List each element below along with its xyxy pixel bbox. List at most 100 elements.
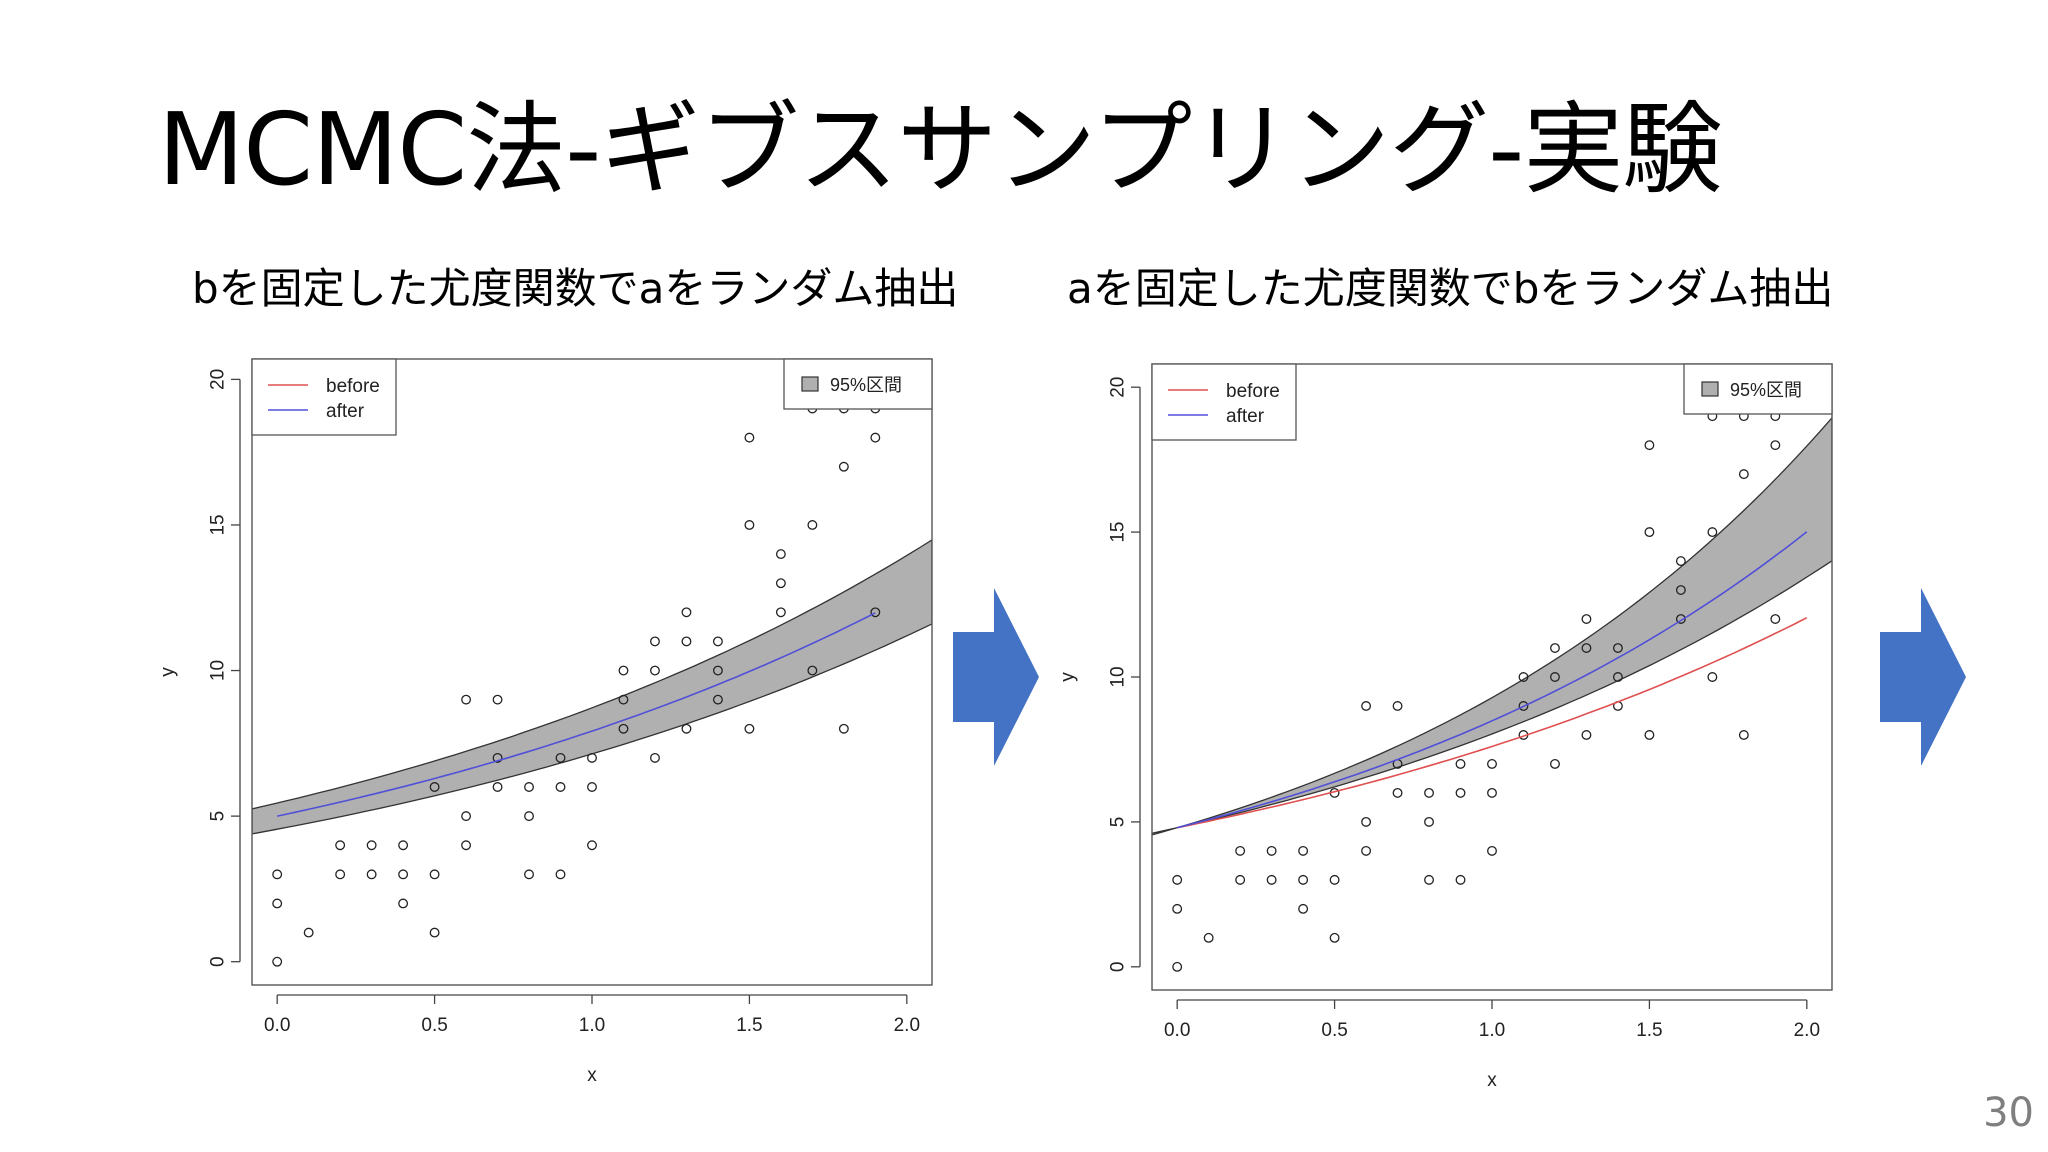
data-point	[1266, 845, 1277, 856]
data-point	[429, 927, 440, 938]
caption-right: aを固定した尤度関数でbをランダム抽出	[1067, 264, 1834, 313]
data-point	[587, 782, 597, 792]
data-point	[366, 840, 377, 851]
x-tick-label: 1.5	[1636, 1020, 1662, 1041]
data-point	[1581, 614, 1592, 624]
data-point	[1392, 787, 1403, 798]
data-point	[1550, 643, 1560, 653]
page-number: 30	[1983, 1090, 2034, 1136]
data-point	[1675, 585, 1686, 596]
data-point	[1266, 874, 1277, 885]
x-axis-label: x	[1487, 1070, 1497, 1091]
data-point	[681, 607, 692, 618]
data-point	[1172, 874, 1183, 885]
data-point	[1487, 787, 1497, 798]
data-point	[524, 811, 534, 822]
plot-area	[1152, 411, 1832, 972]
y-tick-label: 20	[1108, 377, 1129, 398]
data-point	[1235, 874, 1246, 885]
data-point	[712, 694, 723, 705]
y-tick-label: 20	[208, 369, 229, 390]
data-point	[335, 869, 346, 880]
plot-frame	[251, 358, 933, 986]
right-plot: 0.0 0.5 1.0 1.5 2.0 x 0 5 10 15 20 y before after 95%区…	[1058, 363, 1833, 1091]
data-point	[1487, 845, 1497, 856]
data-point	[1675, 614, 1686, 624]
data-point	[1329, 874, 1340, 885]
data-point	[1487, 758, 1497, 769]
curve-after	[1177, 531, 1808, 829]
data-point	[272, 898, 283, 909]
data-point	[650, 665, 660, 676]
data-point	[1361, 701, 1372, 711]
data-point	[681, 636, 692, 647]
data-point	[650, 636, 660, 647]
data-point	[524, 869, 534, 880]
data-point	[1644, 730, 1655, 740]
y-tick-label: 0	[1108, 962, 1129, 973]
data-point	[870, 607, 881, 618]
data-point	[398, 898, 409, 909]
y-tick-label: 5	[208, 811, 229, 822]
data-point	[1770, 614, 1781, 624]
legend-label: before	[1226, 381, 1280, 402]
data-point	[1518, 672, 1529, 682]
data-point	[712, 665, 723, 676]
left-plot: 0.0 0.5 1.0 1.5 2.0 x 0 5 10 15 20 y before after 95%区…	[158, 358, 933, 1086]
band-legend-label: 95%区間	[830, 375, 902, 395]
data-point	[1392, 701, 1403, 711]
data-point	[1707, 672, 1718, 682]
data-point	[1644, 527, 1655, 538]
data-point	[618, 694, 629, 705]
data-point	[555, 869, 566, 880]
y-tick-label: 10	[208, 660, 229, 681]
data-point	[775, 578, 786, 589]
y-tick-label: 15	[208, 514, 229, 535]
data-point	[1675, 556, 1686, 567]
data-point	[461, 811, 472, 822]
data-point	[429, 782, 440, 792]
data-point	[1518, 701, 1529, 711]
data-point	[1644, 440, 1655, 451]
data-point	[366, 869, 377, 880]
data-point	[587, 840, 597, 851]
band-legend: 95%区間	[1683, 363, 1833, 415]
data-point	[1581, 643, 1592, 653]
data-point	[838, 461, 849, 472]
legend: before after	[251, 358, 397, 436]
confidence-band	[1152, 416, 1832, 836]
data-point	[1298, 903, 1309, 914]
data-point	[1738, 469, 1749, 480]
data-point	[618, 665, 629, 676]
x-tick-label: 0.0	[1164, 1020, 1190, 1041]
data-point	[555, 752, 566, 763]
data-point	[838, 723, 849, 734]
band-legend-swatch	[1701, 381, 1719, 397]
x-axis-label: x	[587, 1065, 597, 1086]
legend-label: before	[326, 376, 380, 397]
legend-label: after	[1226, 406, 1265, 427]
y-tick-label: 0	[208, 956, 229, 967]
data-point	[807, 665, 818, 676]
data-point	[870, 432, 881, 443]
slide-title: MCMC法-ギブスサンプリング-実験	[158, 91, 1722, 208]
data-point	[1550, 672, 1560, 682]
y-tick-label: 10	[1108, 666, 1129, 687]
y-tick-label: 5	[1108, 817, 1129, 828]
x-tick-label: 2.0	[894, 1015, 920, 1036]
data-point	[1329, 932, 1340, 943]
data-point	[272, 869, 283, 880]
data-point	[744, 723, 755, 734]
data-point	[1770, 440, 1781, 451]
y-axis: 0 5 10 15 20 y	[1058, 377, 1141, 972]
data-point	[461, 840, 472, 851]
data-point	[1424, 816, 1434, 827]
x-axis: 0.0 0.5 1.0 1.5 2.0 x	[1164, 999, 1820, 1091]
data-point	[555, 782, 566, 792]
legend-box	[251, 358, 397, 436]
data-point	[524, 782, 534, 792]
data-point	[1361, 845, 1372, 856]
data-point	[807, 520, 818, 530]
data-point	[744, 432, 755, 443]
data-point	[1298, 845, 1309, 856]
